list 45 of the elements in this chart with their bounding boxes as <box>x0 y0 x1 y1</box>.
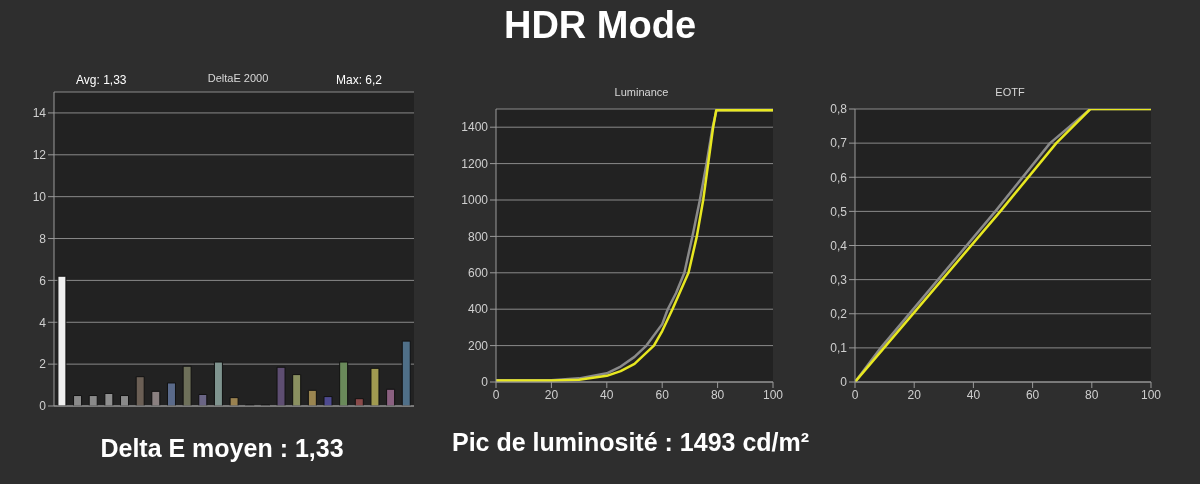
y-tick-label: 0,7 <box>830 136 848 151</box>
x-tick-label: 0 <box>851 387 859 402</box>
y-tick-label: 0 <box>840 375 848 390</box>
y-tick-label: 200 <box>467 338 489 353</box>
text: HDR Mode <box>502 4 698 47</box>
y-tick-label: 600 <box>467 266 489 281</box>
text: Delta E moyen : 1,33 <box>99 434 345 463</box>
y-tick-label: 0,8 <box>830 102 848 117</box>
x-tick-label: 80 <box>710 387 725 402</box>
y-tick-label: 0 <box>481 375 489 390</box>
x-tick-label: 40 <box>600 387 614 402</box>
text: Max: 6,2 <box>335 73 382 87</box>
y-tick-label: 14 <box>32 106 47 121</box>
y-tick-label: 0,1 <box>830 341 848 356</box>
y-tick-label: 0,5 <box>830 204 848 219</box>
x-tick-label: 20 <box>907 387 922 402</box>
x-tick-label: 40 <box>966 387 981 402</box>
chart-title: DeltaE 2000 <box>207 72 269 84</box>
x-tick-label: 60 <box>1025 387 1040 402</box>
y-tick-label: 2 <box>39 357 47 372</box>
x-tick-label: 0 <box>492 387 500 402</box>
x-tick-label: 60 <box>655 387 670 402</box>
y-tick-label: 800 <box>467 229 489 244</box>
y-tick-label: 0,3 <box>830 272 848 287</box>
y-tick-label: 6 <box>39 273 47 288</box>
text: Avg: 1,33 <box>76 73 127 87</box>
x-tick-label: 100 <box>762 387 784 402</box>
y-tick-label: 8 <box>39 231 47 246</box>
x-tick-label: 80 <box>1085 387 1099 402</box>
text: Pic de luminosité : 1493 cd/m² <box>452 428 810 457</box>
y-tick-label: 1400 <box>461 120 489 135</box>
y-tick-label: 12 <box>32 148 47 163</box>
y-tick-label: 4 <box>39 315 47 330</box>
y-tick-label: 0,2 <box>830 307 848 322</box>
y-tick-label: 400 <box>467 302 489 317</box>
y-tick-label: 1000 <box>461 193 489 208</box>
y-tick-label: 0,6 <box>830 170 848 185</box>
chart-title: Luminance <box>613 86 670 100</box>
x-tick-label: 20 <box>544 387 559 402</box>
x-tick-label: 100 <box>1140 387 1162 402</box>
y-tick-label: 0 <box>39 399 47 414</box>
y-tick-label: 0,4 <box>830 238 848 253</box>
chart-title: EOTF <box>994 86 1026 100</box>
y-tick-label: 1200 <box>461 156 489 171</box>
y-tick-label: 10 <box>32 189 47 204</box>
